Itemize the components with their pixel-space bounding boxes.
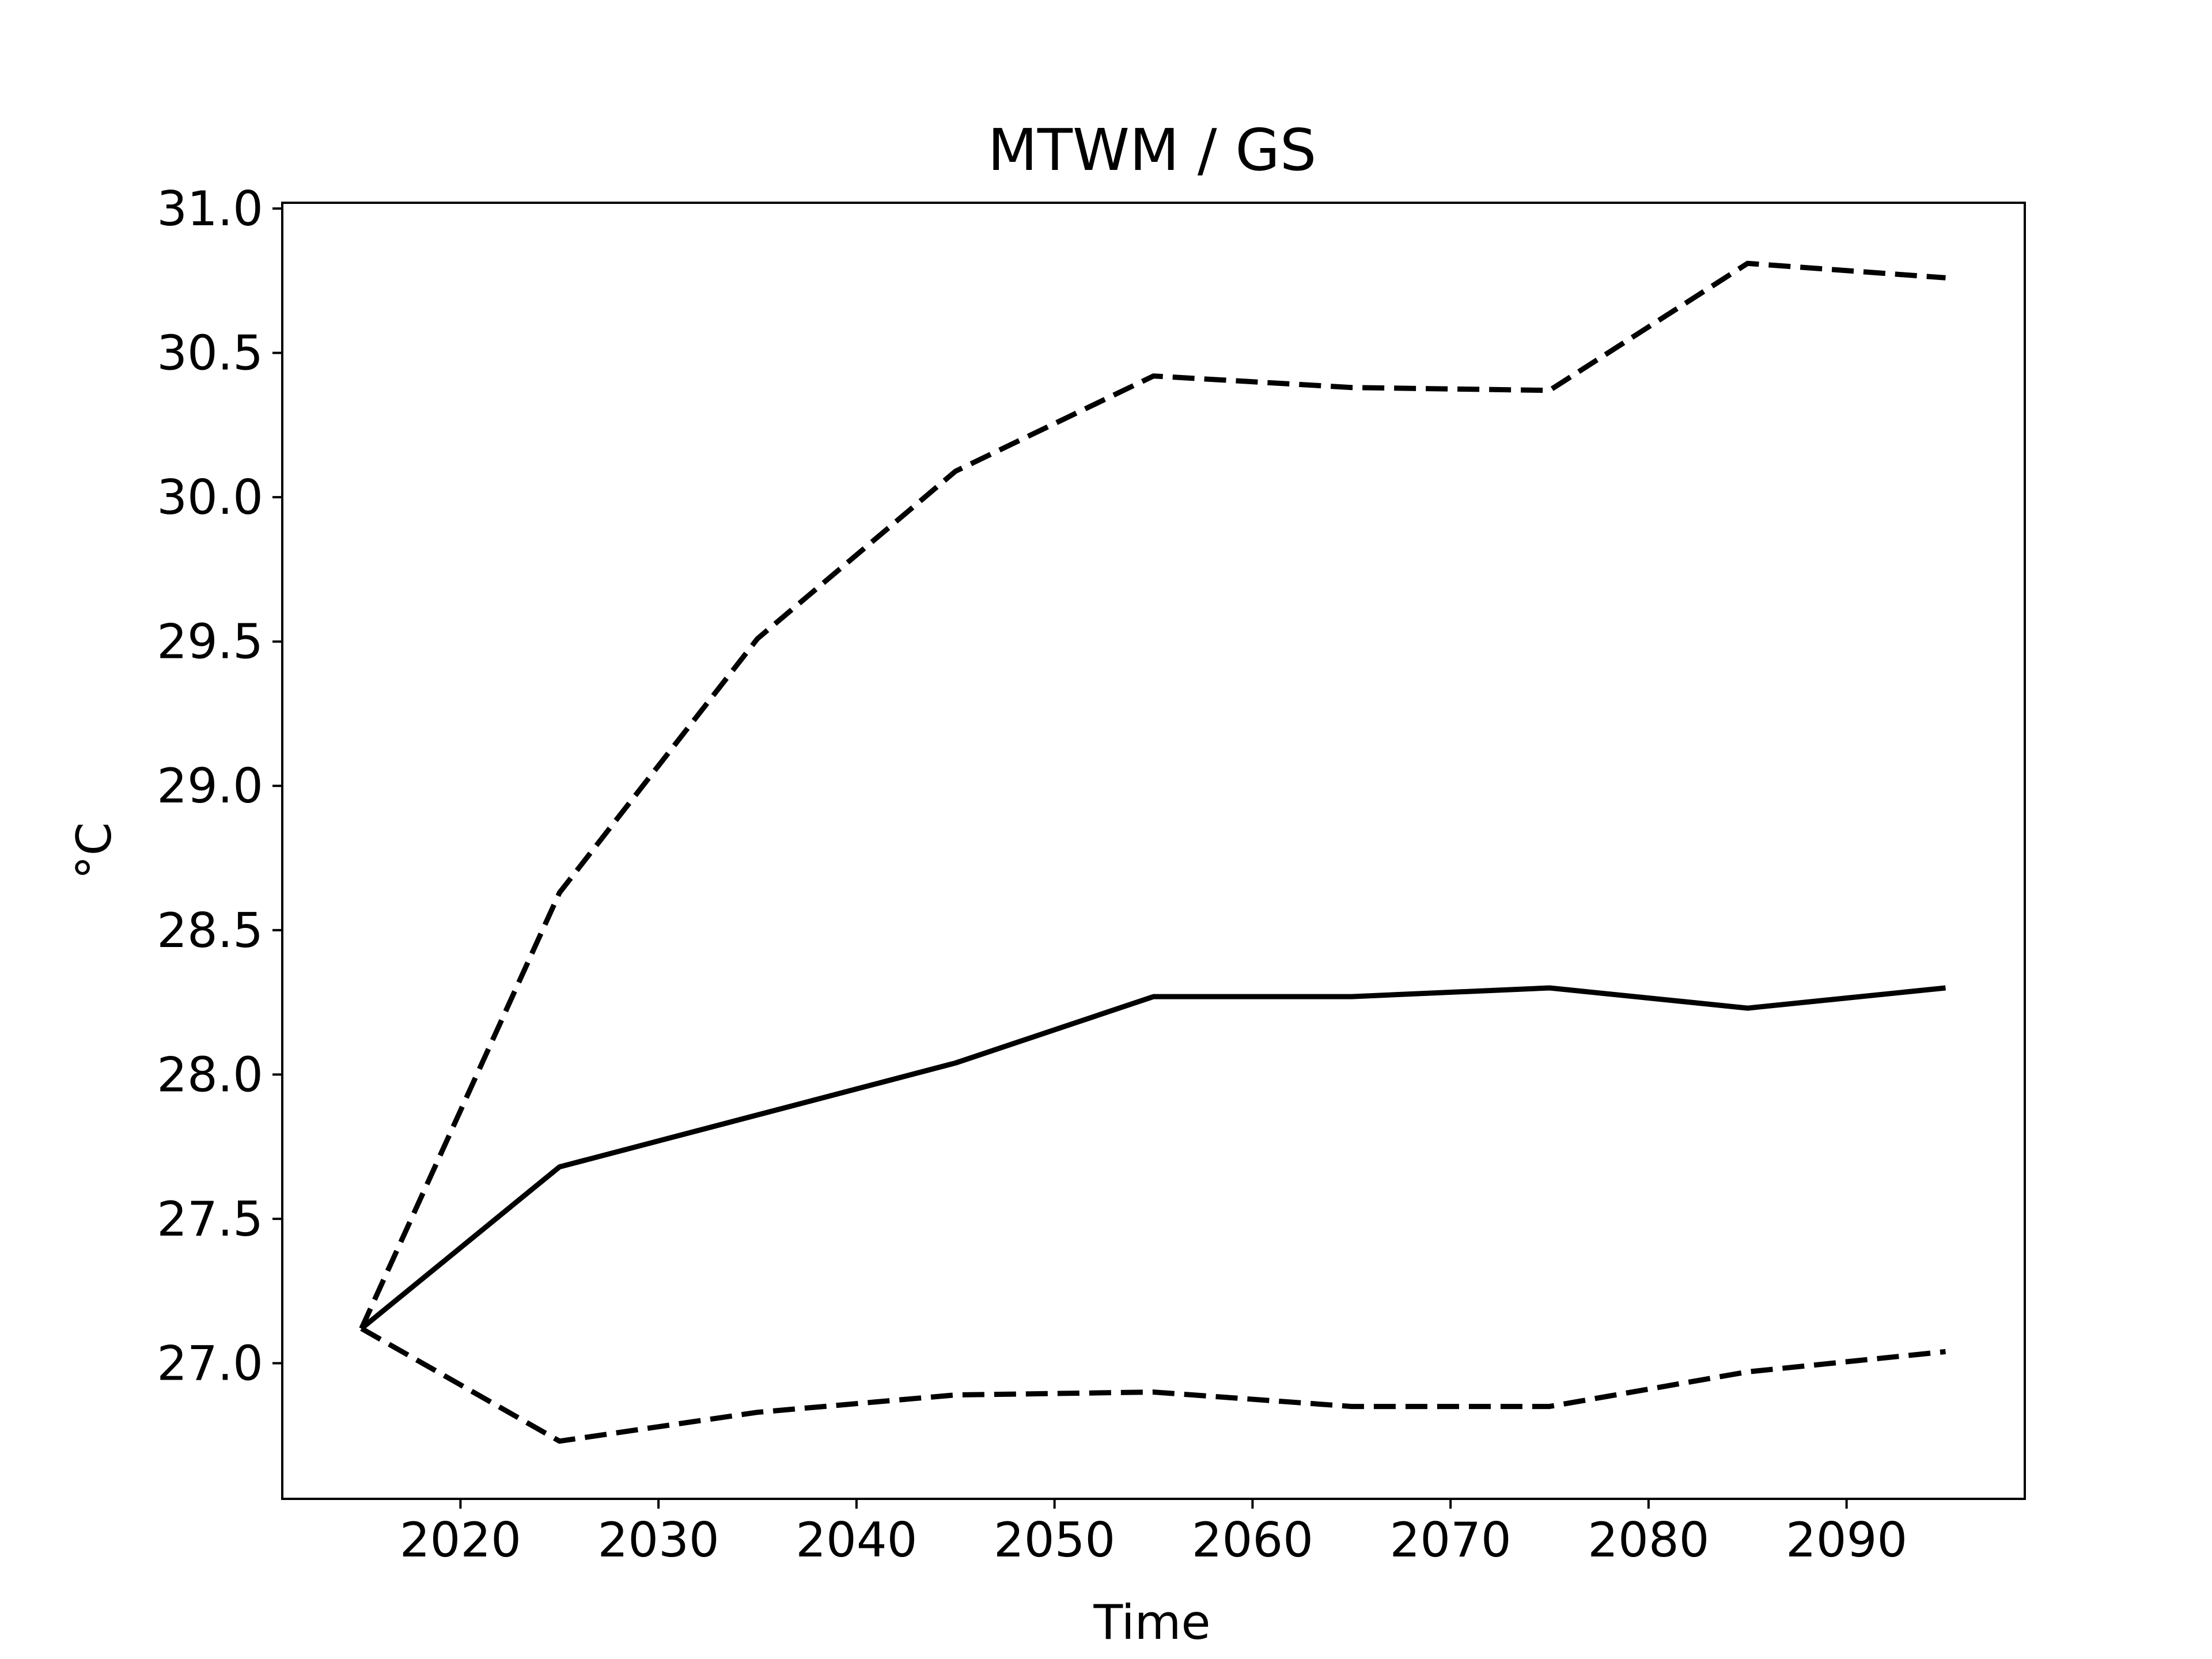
x-tick-label: 2080 bbox=[1588, 1512, 1709, 1568]
y-tick-label: 31.0 bbox=[157, 181, 263, 237]
y-tick-label: 28.5 bbox=[157, 903, 263, 959]
series-line-3-dashed bbox=[360, 1326, 1946, 1444]
x-tick-label: 2050 bbox=[994, 1512, 1115, 1568]
y-axis-title: °C bbox=[66, 822, 122, 879]
y-tick-label: 30.0 bbox=[157, 469, 263, 525]
series-line-1-dashed bbox=[359, 260, 1946, 1330]
x-tick-label: 2030 bbox=[598, 1512, 719, 1568]
y-tick-label: 29.5 bbox=[157, 614, 263, 670]
plot-area-frame bbox=[281, 202, 2026, 1500]
x-tick-label: 2040 bbox=[796, 1512, 917, 1568]
x-tick-label: 2020 bbox=[400, 1512, 521, 1568]
y-tick-label: 27.0 bbox=[157, 1335, 263, 1391]
x-tick-label: 2060 bbox=[1192, 1512, 1313, 1568]
x-tick-label: 2070 bbox=[1390, 1512, 1512, 1568]
series-line-2-solid bbox=[359, 985, 1946, 1331]
x-axis: 2020 2030 2040 2050 2060 2070 2080 2090 bbox=[400, 1499, 1907, 1568]
y-tick-label: 27.5 bbox=[157, 1191, 263, 1247]
x-axis-title: Time bbox=[1093, 1594, 1210, 1650]
x-tick-label: 2090 bbox=[1786, 1512, 1907, 1568]
chart-title: MTWM / GS bbox=[988, 116, 1317, 184]
y-tick-label: 30.5 bbox=[157, 325, 263, 381]
y-tick-label: 28.0 bbox=[157, 1047, 263, 1103]
series-layer bbox=[359, 260, 1946, 1444]
y-tick-label: 29.0 bbox=[157, 758, 263, 814]
y-axis: 27.0 27.5 28.0 28.5 29.0 29.5 30.0 30.5 31.0 bbox=[157, 181, 282, 1391]
